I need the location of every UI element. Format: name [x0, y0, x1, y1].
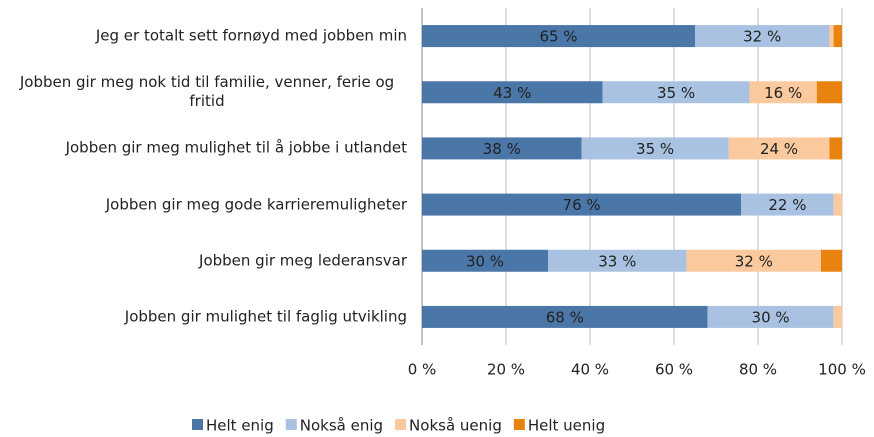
- category-label: Jobben gir meg gode karrieremuligheter: [105, 195, 407, 214]
- legend-swatch: [285, 419, 297, 430]
- bar-segment: [816, 81, 842, 104]
- bar-segment: [422, 81, 603, 104]
- data-label: 35 %: [657, 84, 695, 102]
- bar-segment: [741, 193, 834, 216]
- data-label: 43 %: [493, 84, 531, 102]
- bar-segment: [422, 25, 695, 48]
- bar-segment: [829, 25, 834, 48]
- category-label: Jobben gir meg nok tid til familie, venn…: [19, 73, 395, 111]
- bar-segment: [422, 137, 582, 160]
- data-label: 65 %: [539, 28, 577, 46]
- category-label: Jobben gir meg lederansvar: [199, 251, 407, 270]
- data-label: 30 %: [466, 252, 504, 270]
- data-label: 32 %: [735, 252, 773, 270]
- bar-segment: [707, 305, 834, 328]
- bar-segment: [422, 193, 742, 216]
- bar-segment: [833, 193, 842, 216]
- data-label: 32 %: [743, 28, 781, 46]
- data-label: 76 %: [563, 196, 601, 214]
- x-tick-label: 40 %: [571, 361, 609, 379]
- bar-segment: [749, 81, 817, 104]
- data-label: 16 %: [764, 84, 802, 102]
- data-label: 22 %: [768, 196, 806, 214]
- bar-segment: [686, 249, 821, 272]
- data-label: 33 %: [598, 252, 636, 270]
- legend-label: Helt uenig: [528, 417, 605, 435]
- x-tick-label: 80 %: [739, 361, 777, 379]
- bar-segment: [829, 137, 842, 160]
- data-label: 24 %: [760, 140, 798, 158]
- data-label: 68 %: [546, 308, 584, 326]
- bar-segment: [695, 25, 830, 48]
- data-label: 35 %: [636, 140, 674, 158]
- bar-segment: [422, 305, 708, 328]
- bar-segment: [548, 249, 687, 272]
- legend-swatch: [192, 419, 203, 430]
- legend-label: Helt enig: [206, 417, 274, 435]
- legend-label: Nokså uenig: [409, 417, 502, 435]
- category-label: Jeg er totalt sett fornøyd med jobben mi…: [95, 26, 407, 45]
- x-tick-label: 20 %: [487, 361, 525, 379]
- bar-segment: [422, 249, 548, 272]
- legend-label: Nokså enig: [300, 417, 383, 435]
- bar-segment: [833, 25, 842, 48]
- x-tick-label: 100 %: [818, 361, 866, 379]
- legend-swatch: [513, 419, 525, 430]
- legend-swatch: [395, 419, 407, 430]
- data-label: 38 %: [483, 140, 521, 158]
- category-label: Jobben gir mulighet til faglig utvikling: [124, 307, 407, 326]
- bar-segment: [833, 305, 842, 328]
- category-label: Jobben gir meg mulighet til å jobbe i ut…: [65, 138, 407, 157]
- bar-segment: [581, 137, 729, 160]
- bar-segment: [602, 81, 750, 104]
- x-tick-label: 60 %: [655, 361, 693, 379]
- data-label: 30 %: [752, 308, 790, 326]
- x-tick-label: 0 %: [408, 361, 437, 379]
- bar-segment: [821, 249, 842, 272]
- bar-segment: [728, 137, 830, 160]
